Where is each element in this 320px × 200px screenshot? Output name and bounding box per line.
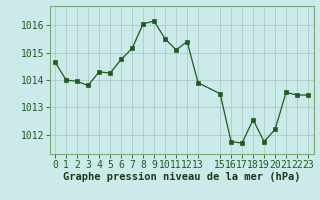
X-axis label: Graphe pression niveau de la mer (hPa): Graphe pression niveau de la mer (hPa) [63, 172, 300, 182]
